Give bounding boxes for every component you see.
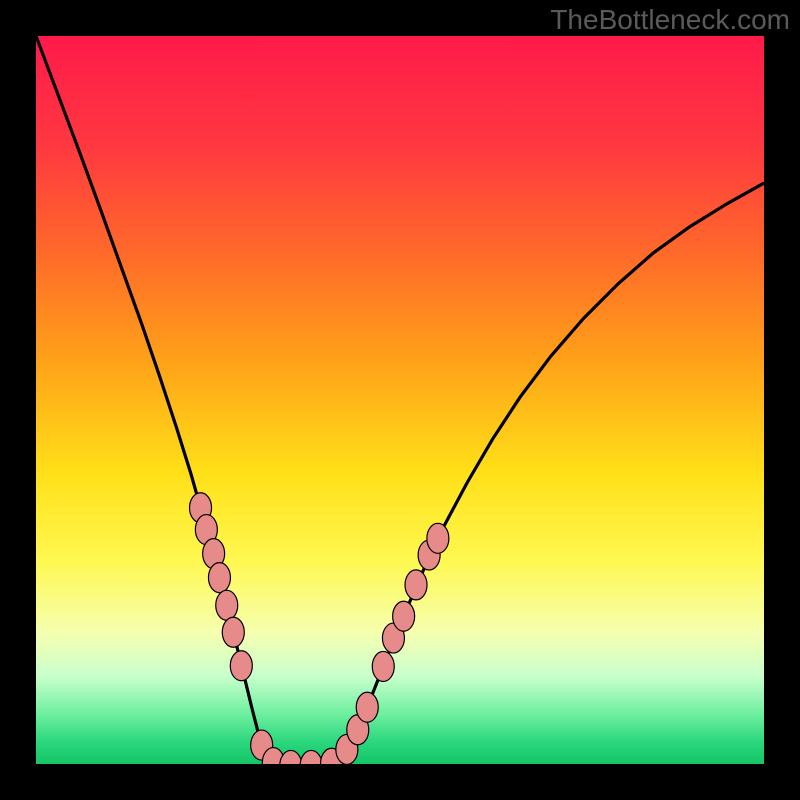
scatter-marker bbox=[356, 692, 378, 722]
scatter-marker bbox=[222, 617, 244, 647]
scatter-marker bbox=[405, 570, 427, 600]
scatter-marker bbox=[393, 601, 415, 631]
scatter-marker bbox=[208, 563, 230, 593]
bottleneck-chart bbox=[0, 0, 800, 800]
watermark-text: TheBottleneck.com bbox=[550, 4, 790, 36]
plot-background-gradient bbox=[36, 36, 764, 764]
scatter-marker bbox=[427, 523, 449, 553]
scatter-marker bbox=[216, 590, 238, 620]
scatter-marker bbox=[372, 651, 394, 681]
scatter-marker bbox=[230, 651, 252, 681]
